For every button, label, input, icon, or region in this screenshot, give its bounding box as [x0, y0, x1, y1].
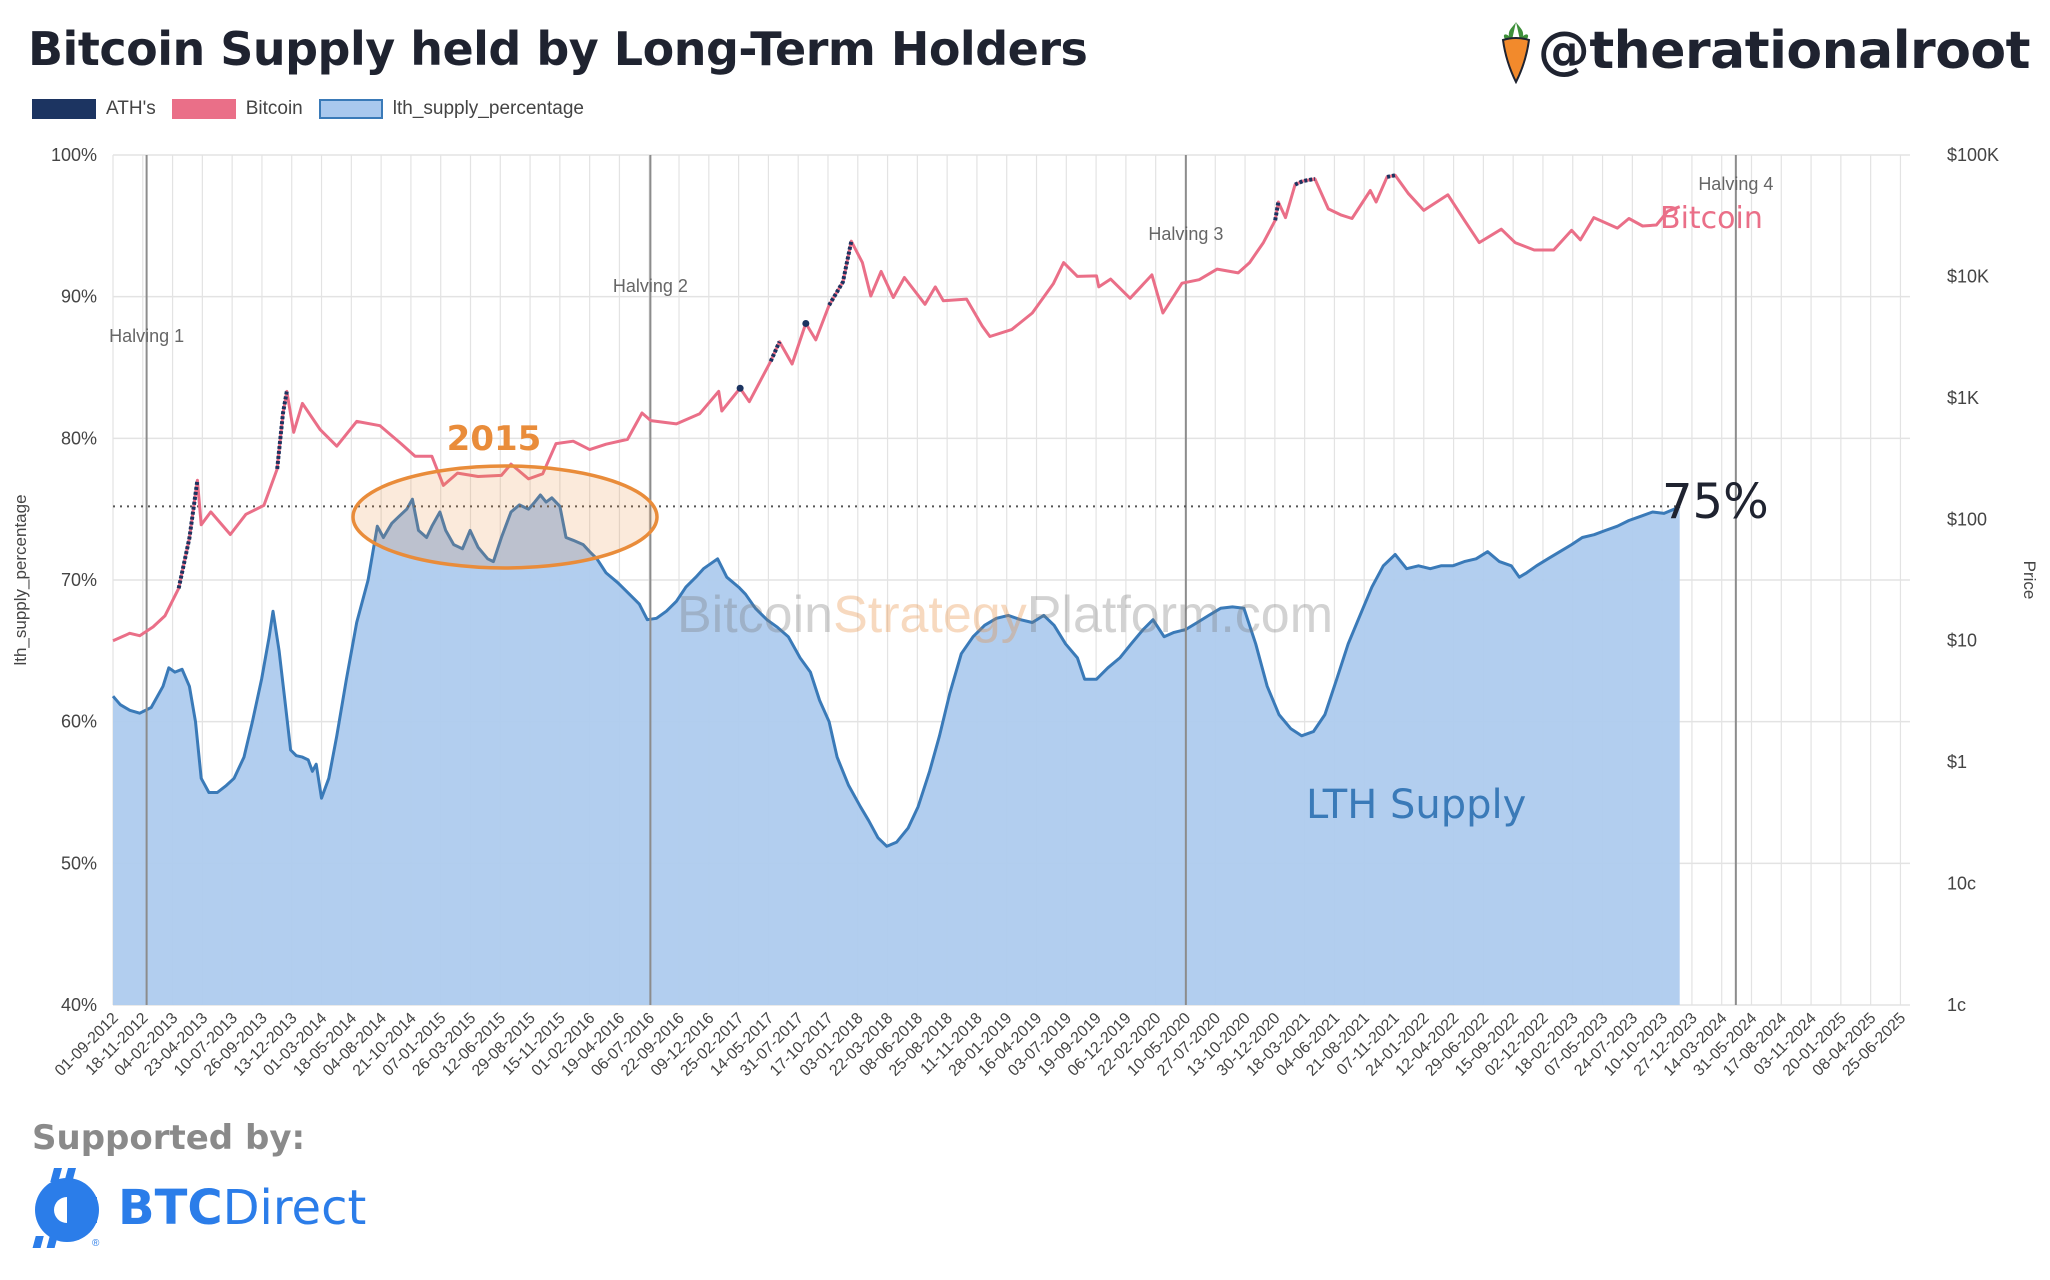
legend-label-lth: lth_supply_percentage: [392, 98, 584, 119]
y-left-tick-label: 40%: [61, 995, 97, 1015]
legend-item-ath[interactable]: ATH's: [32, 98, 156, 120]
watermark-part-1: Bitcoin: [677, 586, 833, 644]
y-right-tick-label: $100K: [1947, 145, 1999, 165]
y-left-axis-title: lth_supply_percentage: [11, 494, 30, 665]
legend: ATH's Bitcoin lth_supply_percentage: [32, 98, 600, 120]
ath-point: [802, 319, 810, 327]
lth-area: [113, 495, 1680, 1005]
chart-title: Bitcoin Supply held by Long-Term Holders: [28, 22, 1088, 76]
annotation-75-percent: 75%: [1662, 474, 1769, 530]
watermark-part-3: Platform.com: [1027, 586, 1333, 644]
lth-line: [111, 493, 1681, 848]
ath-segment: [768, 340, 782, 363]
brand-name-light: Direct: [222, 1180, 367, 1236]
bitcoin-line: [112, 173, 1681, 643]
watermark: BitcoinStrategyPlatform.com: [677, 586, 1333, 644]
y-right-tick-label: $100: [1947, 509, 1987, 529]
supported-by-label: Supported by:: [32, 1118, 306, 1158]
lth-series: [111, 493, 1681, 1005]
y-left-tick-label: 100%: [51, 145, 97, 165]
y-right-tick-label: $1K: [1947, 388, 1979, 408]
y-left-tick-label: 90%: [61, 287, 97, 307]
y-right-tick-label: $10K: [1947, 266, 1989, 286]
ath-segment: [827, 240, 854, 307]
ath-segment: [1386, 173, 1396, 179]
legend-item-lth[interactable]: lth_supply_percentage: [318, 98, 584, 120]
ath-segment: [1273, 201, 1281, 221]
annotation-2015: 2015: [447, 419, 542, 459]
brand-name: BTCDirect: [118, 1180, 366, 1236]
halving-label: Halving 4: [1698, 174, 1773, 194]
axes: 100% 90% 80% 70% 60% 50% 40% $100K $10K $1K $100 $1…: [11, 145, 2039, 1080]
brand-name-bold: BTC: [118, 1180, 223, 1236]
chart-area: Halving 1 Halving 2 Halving 3 Halving 4 Bit…: [11, 145, 2039, 1080]
y-right-tick-label: $10: [1947, 631, 1977, 651]
legend-item-bitcoin[interactable]: Bitcoin: [171, 98, 303, 120]
halving-label: Halving 3: [1148, 224, 1223, 244]
legend-label-ath: ATH's: [106, 98, 156, 119]
legend-label-bitcoin: Bitcoin: [245, 98, 303, 119]
ath-series: [176, 173, 1396, 589]
ath-segment: [275, 391, 289, 470]
ath-segment: [176, 479, 200, 589]
annotation-lth-supply: LTH Supply: [1306, 782, 1526, 828]
highlight-ellipse-2015: [351, 464, 659, 570]
annotations: 2015 75% Bitcoin LTH Supply: [351, 201, 1769, 828]
bitcoin-series: [112, 173, 1681, 643]
legend-swatch-bitcoin: [171, 99, 236, 119]
y-right-tick-label: $1: [1947, 752, 1967, 772]
author-handle: @therationalroot: [1537, 21, 2031, 81]
y-left-tick-label: 80%: [61, 428, 97, 448]
halving-lines: Halving 1 Halving 2 Halving 3 Halving 4: [109, 155, 1773, 1005]
halving-label: Halving 1: [109, 326, 184, 346]
y-right-tick-label: 10c: [1947, 874, 1976, 894]
ath-point: [736, 384, 744, 392]
watermark-part-2: Strategy: [833, 586, 1027, 644]
legend-swatch-ath: [32, 99, 96, 119]
y-left-tick-label: 70%: [61, 570, 97, 590]
y-left-tick-label: 50%: [61, 853, 97, 873]
y-right-tick-label: 1c: [1947, 995, 1966, 1015]
author-handle-block: @therationalroot: [1494, 18, 2031, 84]
btc-direct-logo-icon: ®: [32, 1168, 100, 1248]
legend-swatch-lth: [318, 99, 383, 119]
y-right-axis-title: Price: [2020, 561, 2039, 600]
y-left-tick-label: 60%: [61, 712, 97, 732]
sponsor-logo[interactable]: ® BTCDirect: [32, 1168, 366, 1248]
annotation-bitcoin: Bitcoin: [1660, 201, 1763, 236]
ath-segment: [1294, 176, 1316, 187]
halving-label: Halving 2: [613, 276, 688, 296]
carrot-icon: [1501, 22, 1530, 84]
brand-mark: ®: [92, 1238, 100, 1248]
